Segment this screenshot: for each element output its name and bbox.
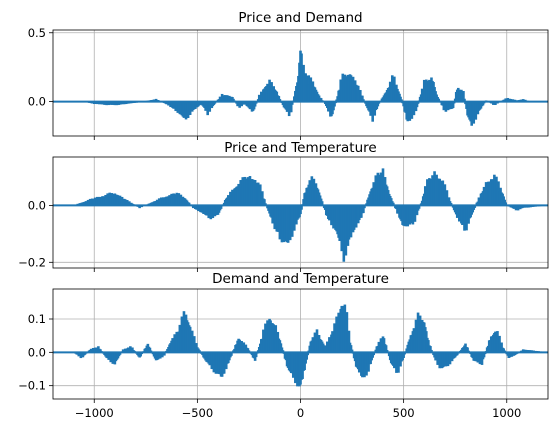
bar (131, 347, 134, 353)
subplot-price-temperature: −0.2 0.0 Price and Temperature (18, 140, 549, 272)
bar (415, 101, 419, 108)
bars (52, 168, 549, 262)
x-tick-label: −500 (182, 406, 214, 420)
bar (466, 347, 469, 353)
bar (148, 347, 152, 353)
bar (384, 345, 388, 353)
bar (300, 205, 303, 210)
bar (305, 352, 308, 360)
bar (363, 205, 366, 209)
x-tick-label: 500 (393, 406, 415, 420)
bar (504, 202, 508, 206)
subplot-price-demand: 0.0 0.5 Price and Demand (28, 10, 549, 140)
bar (400, 99, 403, 102)
bar (377, 101, 381, 104)
bar (417, 205, 421, 209)
bar (437, 98, 440, 102)
subplot-title: Price and Temperature (224, 140, 376, 156)
bar (261, 191, 264, 206)
bar (430, 349, 433, 353)
bar (402, 352, 405, 358)
bar (230, 352, 233, 356)
subplot-title: Demand and Temperature (212, 271, 389, 287)
bar (187, 202, 191, 206)
bar (289, 101, 293, 113)
bar (385, 350, 389, 353)
bar (372, 352, 376, 356)
bar (333, 101, 336, 107)
bar (482, 352, 486, 358)
x-tick-label: 1000 (492, 406, 521, 420)
bar (118, 352, 122, 355)
bar (254, 352, 258, 358)
bar (320, 201, 324, 206)
bar (280, 347, 284, 353)
y-tick-label: 0.5 (28, 26, 46, 40)
bar (429, 346, 432, 353)
bar (347, 330, 351, 353)
bar (306, 352, 310, 356)
bar (253, 101, 257, 107)
bar (263, 199, 266, 206)
y-tick-label: 0.0 (28, 198, 46, 212)
bar (399, 96, 402, 102)
bar (481, 101, 485, 106)
bar (362, 99, 365, 102)
bar (416, 101, 420, 104)
bar (502, 348, 505, 353)
subplot-demand-temperature: −0.1 0.0 0.1 −1000 −500 0 500 1000 Demand and Te… (18, 271, 549, 420)
bar (232, 98, 235, 102)
bar (163, 352, 166, 356)
bar (361, 95, 364, 102)
y-tick-label: −0.2 (18, 255, 46, 269)
bar (246, 348, 250, 353)
bar (392, 202, 395, 206)
subplot-title: Price and Demand (238, 10, 362, 26)
bar (376, 101, 380, 107)
bar (277, 96, 281, 102)
bar (319, 98, 323, 102)
y-tick-label: 0.0 (28, 95, 46, 109)
x-tick-label: −1000 (75, 406, 114, 420)
bars (52, 50, 549, 126)
y-tick-label: −0.1 (18, 379, 46, 393)
bar (281, 350, 285, 353)
bar (99, 349, 102, 353)
bar (213, 101, 217, 104)
y-tick-label: 0.1 (28, 312, 46, 326)
y-tick-label: 0.0 (28, 345, 46, 359)
bar (451, 101, 455, 108)
bar (463, 98, 466, 102)
bar (449, 202, 453, 206)
bar (254, 101, 258, 104)
bar (278, 99, 282, 102)
bar (500, 342, 503, 353)
bar (462, 91, 465, 102)
bars (52, 304, 549, 387)
x-tick-label: 0 (297, 406, 304, 420)
bar (403, 352, 406, 355)
bar (473, 205, 477, 208)
bar (349, 345, 353, 353)
bar (198, 350, 201, 353)
bar (350, 349, 354, 353)
bar (455, 352, 459, 356)
bar (139, 352, 142, 357)
bar (264, 203, 267, 206)
bar (290, 101, 294, 105)
bar (299, 205, 302, 215)
bar (219, 205, 223, 209)
bar (362, 205, 365, 214)
